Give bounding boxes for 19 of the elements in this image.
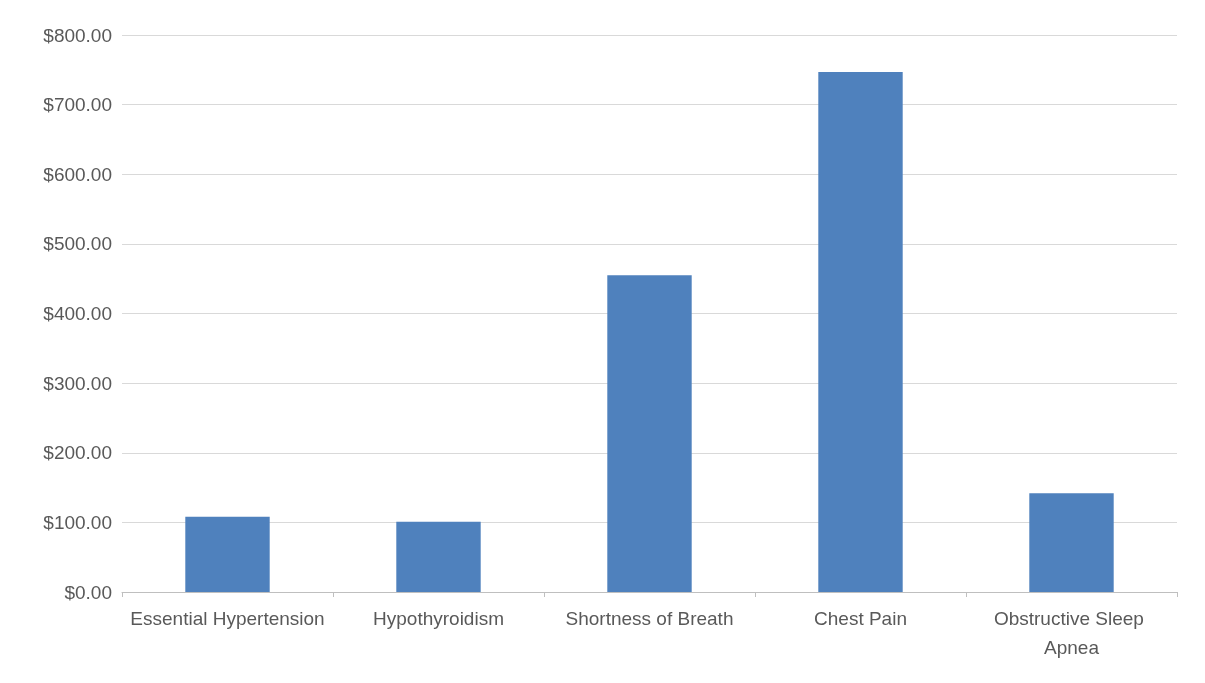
y-tick-label: $600.00 [43, 163, 112, 185]
x-tick-label: Chest Pain [814, 608, 907, 629]
bar [607, 275, 692, 592]
y-tick-label: $800.00 [43, 24, 112, 46]
bar [818, 71, 903, 592]
y-tick-label: $700.00 [43, 94, 112, 116]
bar [185, 516, 270, 592]
y-tick-label: $300.00 [43, 372, 112, 394]
y-tick-label: $100.00 [43, 511, 112, 533]
x-tick-label: Obstructive Sleep Apnea [993, 608, 1150, 658]
x-tick-label: Shortness of Breath [565, 608, 734, 629]
y-tick-label: $400.00 [43, 303, 112, 324]
y-tick-label: $500.00 [43, 233, 112, 255]
x-tick-label: Hypothyroidism [373, 608, 504, 629]
y-tick-label: $0.00 [64, 581, 112, 603]
y-tick-label: $200.00 [43, 442, 112, 464]
x-tick-label: Essential Hypertension [130, 608, 325, 629]
bar [1029, 493, 1114, 592]
bar [396, 521, 481, 592]
